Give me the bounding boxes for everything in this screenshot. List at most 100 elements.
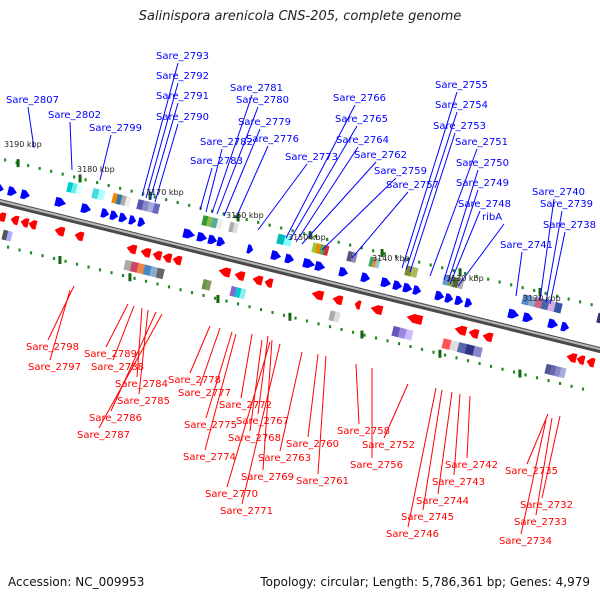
reverse-block (229, 285, 252, 301)
forward-leader (69, 121, 73, 171)
ruler-tick (190, 291, 194, 295)
ruler-tick (556, 294, 559, 298)
reverse-gene (454, 325, 468, 336)
forward-gene-shape (360, 272, 371, 283)
forward-gene-shape (284, 253, 295, 264)
ruler-tick (202, 293, 205, 297)
ruler-tick (50, 169, 53, 173)
ruler-label: 3160 kbp (226, 211, 264, 220)
ruler-tick (579, 300, 582, 304)
forward-leader (145, 82, 179, 199)
forward-gene-label: Sare_2773 (285, 152, 338, 163)
reverse-gene-shape (332, 295, 344, 306)
reverse-block-segment (404, 329, 414, 341)
ruler-tick (452, 269, 455, 273)
forward-gene (412, 285, 422, 295)
forward-leader (429, 148, 478, 277)
reverse-leader (136, 307, 143, 378)
ruler-tick (142, 192, 145, 196)
forward-gene-label: Sare_2740 (532, 187, 585, 198)
ruler-tick (544, 291, 547, 295)
reverse-gene-shape (468, 329, 480, 339)
ruler-tick (374, 336, 378, 340)
ruler-major-tick (288, 312, 292, 321)
forward-block-segment (97, 189, 106, 201)
reverse-leader (110, 311, 157, 412)
forward-leader (545, 210, 563, 303)
forward-block-segment (75, 184, 83, 195)
reverse-gene-label: Sare_2752 (362, 440, 415, 451)
ruler-tick (64, 259, 67, 263)
reverse-block-segment (136, 262, 146, 275)
reverse-gene-label: Sare_2761 (296, 476, 349, 487)
forward-block-segment (540, 298, 550, 311)
ruler-tick (41, 254, 44, 258)
reverse-block-segment (391, 325, 401, 338)
ruler-tick (107, 183, 110, 187)
ruler-tick (406, 257, 409, 261)
forward-gene-label: Sare_2748 (458, 199, 511, 210)
reverse-leader (453, 393, 461, 476)
reverse-gene (10, 215, 20, 226)
reverse-leader (279, 351, 303, 452)
reverse-gene-shape (20, 218, 30, 228)
ruler-tick (498, 280, 501, 284)
forward-block (66, 181, 83, 195)
ruler-tick (441, 266, 444, 270)
reverse-gene-label: Sare_2756 (350, 460, 403, 471)
forward-gene-shape (507, 308, 520, 319)
ruler-tick (257, 220, 260, 224)
reverse-gene-shape (10, 215, 20, 226)
forward-gene-label: Sare_2779 (238, 117, 291, 128)
reverse-gene-label: Sare_2798 (26, 342, 79, 353)
topology-summary: Topology: circular; Length: 5,786,361 bp… (260, 575, 590, 589)
forward-gene-shape (137, 217, 146, 227)
ruler-tick (524, 373, 527, 377)
ruler-tick (420, 347, 424, 351)
forward-gene-shape (7, 186, 17, 196)
reverse-leader (437, 391, 453, 495)
reverse-gene-shape (311, 290, 325, 301)
ruler-tick (303, 232, 306, 236)
ruler-tick (165, 198, 168, 202)
ruler-tick (176, 201, 179, 205)
forward-gene-shape (182, 228, 196, 239)
reverse-gene-shape (252, 275, 264, 286)
reverse-gene-shape (482, 332, 494, 343)
ruler-tick (478, 362, 481, 366)
forward-gene-shape (80, 203, 92, 214)
reverse-leader (205, 331, 233, 419)
forward-gene (507, 308, 520, 319)
forward-gene (207, 234, 218, 245)
reverse-gene-label: Sare_2734 (499, 536, 552, 547)
ruler-tick (535, 376, 539, 380)
ruler-major-tick (58, 255, 62, 264)
reverse-gene-label: Sare_2735 (505, 466, 558, 477)
reverse-gene-shape (586, 357, 596, 368)
reverse-gene (0, 212, 7, 223)
reverse-gene (586, 357, 596, 368)
reverse-gene (576, 355, 586, 366)
forward-gene-shape (100, 208, 110, 218)
accession-text: Accession: NC_009953 (8, 575, 145, 589)
forward-gene (182, 228, 196, 239)
reverse-gene (218, 267, 232, 278)
ruler-tick (27, 164, 30, 168)
reverse-gene-shape (140, 248, 152, 258)
forward-gene (547, 318, 559, 329)
ruler-tick (87, 265, 90, 269)
reverse-gene-label: Sare_2785 (117, 396, 170, 407)
reverse-block-segment (397, 327, 408, 339)
forward-gene (522, 312, 534, 323)
forward-block-segment (322, 245, 330, 256)
reverse-gene-label: Sare_2744 (416, 496, 469, 507)
forward-gene-shape (54, 196, 67, 207)
forward-gene-shape (109, 210, 119, 220)
reverse-leader (407, 387, 437, 528)
ruler-major-tick (380, 248, 384, 257)
ruler-tick (133, 276, 136, 280)
reverse-gene-label: Sare_2742 (445, 460, 498, 471)
reverse-gene (234, 271, 246, 282)
ruler-tick (38, 166, 41, 170)
